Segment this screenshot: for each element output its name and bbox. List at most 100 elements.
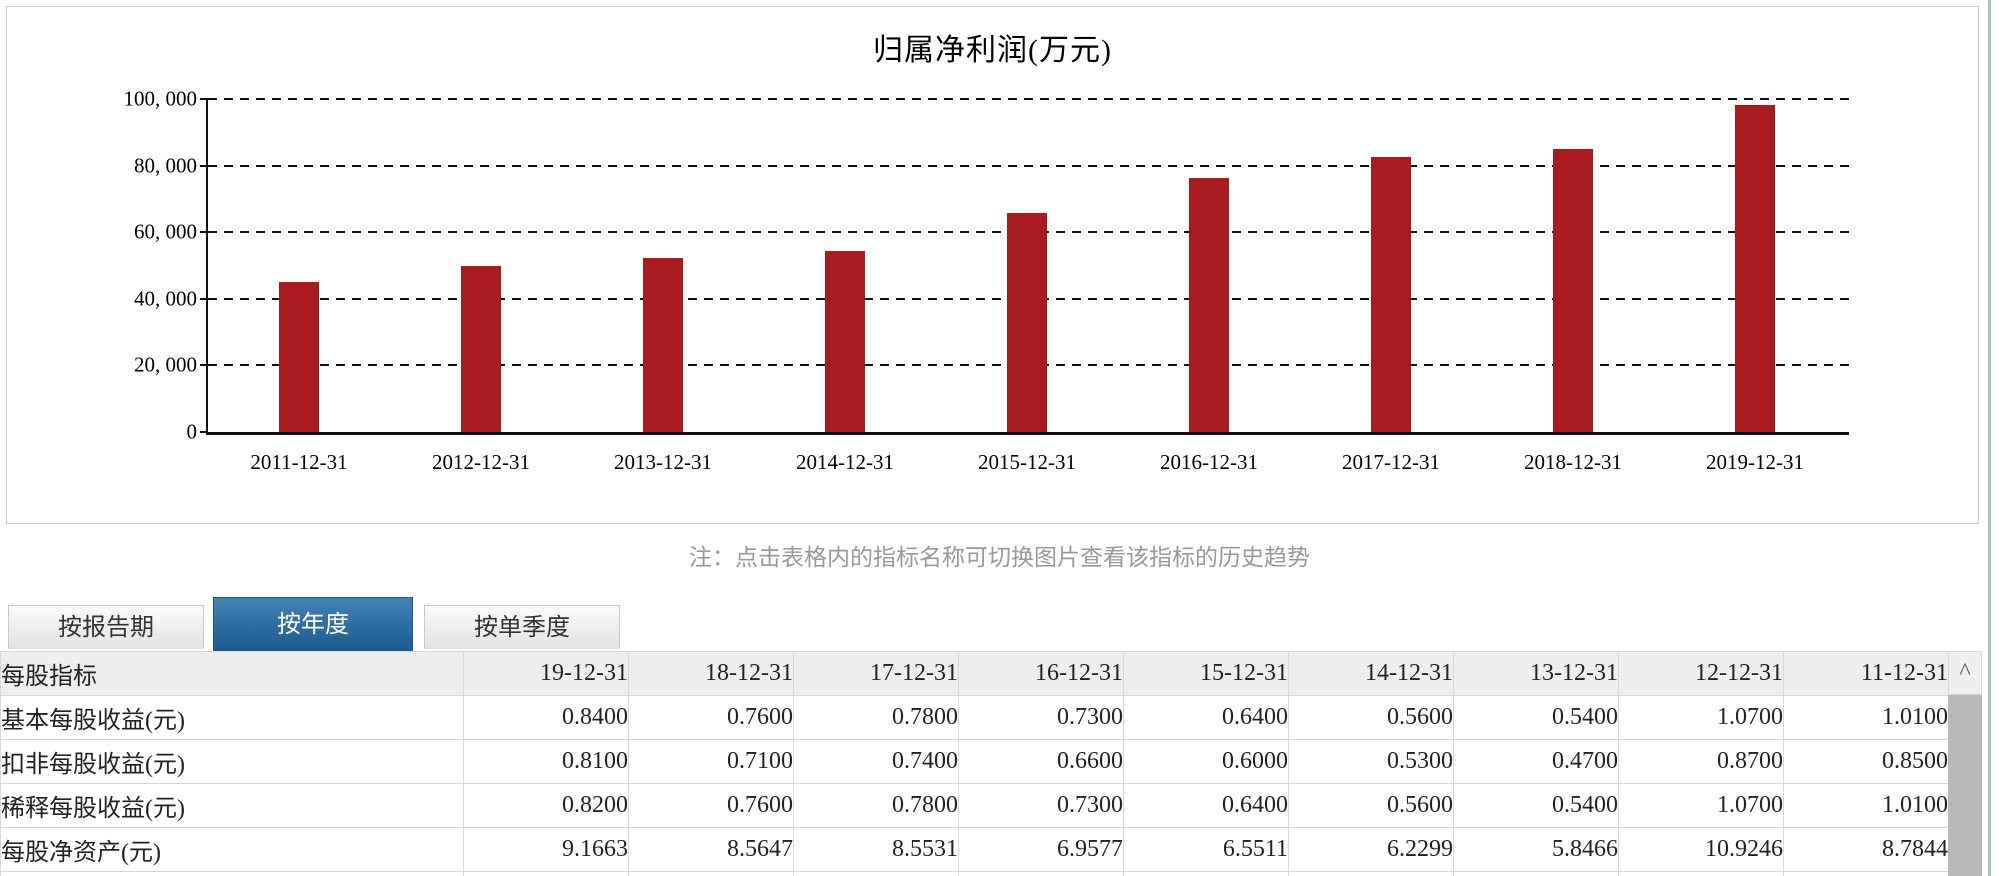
net-profit-bar	[1189, 177, 1229, 432]
indicator-value-cell: 0.6400	[1123, 695, 1289, 740]
indicator-name-cell[interactable]: 每股净资产(元)	[0, 827, 464, 872]
table-row: 每股净资产(元) 9.1663 8.5647 8.5531 6.9577 6.5511 6.…	[0, 827, 1948, 872]
y-axis-tick-label: 100, 000	[123, 86, 198, 111]
indicator-value-cell: 1.0100	[1783, 695, 1948, 740]
table-header-row: 每股指标 19-12-31 18-12-31 17-12-31 16-12-31 15-1…	[0, 651, 1948, 696]
gridline	[208, 164, 1849, 167]
scrollbar-thumb[interactable]	[1948, 695, 1982, 876]
widget-right-border	[1988, 0, 1991, 876]
indicator-value-cell: 5.8466	[1453, 827, 1619, 872]
indicator-value-cell: 0.8700	[1618, 739, 1784, 784]
per-share-indicator-table-wrap: 每股指标 19-12-31 18-12-31 17-12-31 16-12-31 15-1…	[0, 651, 1948, 876]
table-header-date: 19-12-31	[463, 651, 629, 696]
net-profit-bar	[643, 257, 683, 432]
x-axis-tick-label: 2019-12-31	[1706, 450, 1804, 474]
chart-title: 归属净利润(万元)	[873, 34, 1112, 67]
y-axis-tick-mark	[200, 231, 208, 234]
net-profit-bar	[279, 282, 319, 432]
y-axis-tick-label: 40, 000	[134, 286, 197, 311]
chart-hint-note: 注：点击表格内的指标名称可切换图片查看该指标的历史趋势	[689, 545, 1310, 570]
indicator-value-cell: 6.2299	[1288, 827, 1454, 872]
x-axis-tick-label: 2017-12-31	[1342, 450, 1440, 474]
y-axis-tick-label: 60, 000	[134, 219, 197, 244]
indicator-value-cell	[793, 871, 959, 876]
net-profit-bar	[1735, 104, 1775, 432]
table-header-indicator: 每股指标	[0, 651, 464, 696]
table-header-date: 17-12-31	[793, 651, 959, 696]
indicator-value-cell	[463, 871, 629, 876]
tab-by-year[interactable]: 按年度	[213, 597, 413, 651]
indicator-value-cell: 0.5400	[1453, 695, 1619, 740]
indicator-value-cell: 0.5300	[1288, 739, 1454, 784]
indicator-value-cell: 1.0700	[1618, 783, 1784, 828]
indicator-value-cell: 0.8200	[463, 783, 629, 828]
x-axis-tick-label: 2015-12-31	[978, 450, 1076, 474]
indicator-value-cell: 0.8100	[463, 739, 629, 784]
y-axis-tick-label: 80, 000	[134, 153, 197, 178]
indicator-value-cell	[1618, 871, 1784, 876]
indicator-name-cell[interactable]	[0, 871, 464, 876]
table-header-date: 15-12-31	[1123, 651, 1289, 696]
x-axis-tick-label: 2012-12-31	[432, 450, 530, 474]
indicator-value-cell: 0.6600	[958, 739, 1124, 784]
indicator-value-cell: 0.7300	[958, 695, 1124, 740]
indicator-name-cell[interactable]: 基本每股收益(元)	[0, 695, 464, 740]
table-vertical-scrollbar: ^	[1948, 651, 1982, 876]
table-body: 基本每股收益(元) 0.8400 0.7600 0.7800 0.7300 0.6400 0…	[0, 695, 1948, 876]
y-axis-tick-mark	[200, 164, 208, 167]
indicator-value-cell: 0.4700	[1453, 739, 1619, 784]
indicator-value-cell: 0.7100	[628, 739, 794, 784]
table-header-date: 16-12-31	[958, 651, 1124, 696]
per-share-indicator-table: 每股指标 19-12-31 18-12-31 17-12-31 16-12-31 15-1…	[0, 651, 1948, 876]
table-row: 基本每股收益(元) 0.8400 0.7600 0.7800 0.7300 0.6400 0…	[0, 695, 1948, 740]
indicator-value-cell: 8.5647	[628, 827, 794, 872]
indicator-value-cell: 0.5400	[1453, 783, 1619, 828]
indicator-value-cell: 6.9577	[958, 827, 1124, 872]
table-row: 稀释每股收益(元) 0.8200 0.7600 0.7800 0.7300 0.6400 0…	[0, 783, 1948, 828]
y-axis-line	[206, 99, 208, 434]
indicator-name-cell[interactable]: 稀释每股收益(元)	[0, 783, 464, 828]
indicator-value-cell: 0.6000	[1123, 739, 1289, 784]
indicator-value-cell: 0.8400	[463, 695, 629, 740]
indicator-value-cell: 0.7800	[793, 695, 959, 740]
table-header-date: 12-12-31	[1618, 651, 1784, 696]
indicator-value-cell: 6.5511	[1123, 827, 1289, 872]
indicator-value-cell: 10.9246	[1618, 827, 1784, 872]
indicator-value-cell	[628, 871, 794, 876]
indicator-value-cell: 8.7844	[1783, 827, 1948, 872]
table-header-date: 18-12-31	[628, 651, 794, 696]
net-profit-bar	[825, 250, 865, 432]
tab-by-quarter[interactable]: 按单季度	[424, 605, 620, 649]
tab-by-report-period[interactable]: 按报告期	[8, 605, 204, 649]
period-tabs: 按报告期 按年度 按单季度	[0, 597, 700, 651]
y-axis-tick-label: 0	[186, 419, 198, 444]
indicator-value-cell	[1123, 871, 1289, 876]
indicator-value-cell: 0.8500	[1783, 739, 1948, 784]
gridline	[208, 98, 1849, 100]
indicator-value-cell: 0.7400	[793, 739, 959, 784]
scrollbar-up-arrow-icon[interactable]: ^	[1948, 651, 1982, 695]
indicator-value-cell: 0.7300	[958, 783, 1124, 828]
x-axis-line	[206, 432, 1849, 435]
indicator-value-cell: 9.1663	[463, 827, 629, 872]
indicator-value-cell: 1.0100	[1783, 783, 1948, 828]
indicator-value-cell: 0.7800	[793, 783, 959, 828]
net-profit-bar	[461, 265, 501, 432]
x-axis-tick-label: 2018-12-31	[1524, 450, 1622, 474]
indicator-value-cell: 0.6400	[1123, 783, 1289, 828]
net-profit-chart-panel: 归属净利润(万元) 100, 000 80, 000 60, 000 40, 000 2…	[6, 6, 1979, 524]
net-profit-bar	[1007, 212, 1047, 432]
indicator-value-cell	[1453, 871, 1619, 876]
x-axis-tick-label: 2014-12-31	[796, 450, 894, 474]
x-axis-tick-label: 2013-12-31	[614, 450, 712, 474]
y-axis-tick-label: 20, 000	[134, 352, 197, 377]
indicator-value-cell	[958, 871, 1124, 876]
table-header-date: 11-12-31	[1783, 651, 1948, 696]
x-axis-tick-label: 2011-12-31	[250, 450, 348, 474]
indicator-value-cell	[1288, 871, 1454, 876]
table-row: 扣非每股收益(元) 0.8100 0.7100 0.7400 0.6600 0.6000 0…	[0, 739, 1948, 784]
y-axis-tick-mark	[200, 364, 208, 367]
indicator-name-cell[interactable]: 扣非每股收益(元)	[0, 739, 464, 784]
table-row	[0, 871, 1948, 876]
